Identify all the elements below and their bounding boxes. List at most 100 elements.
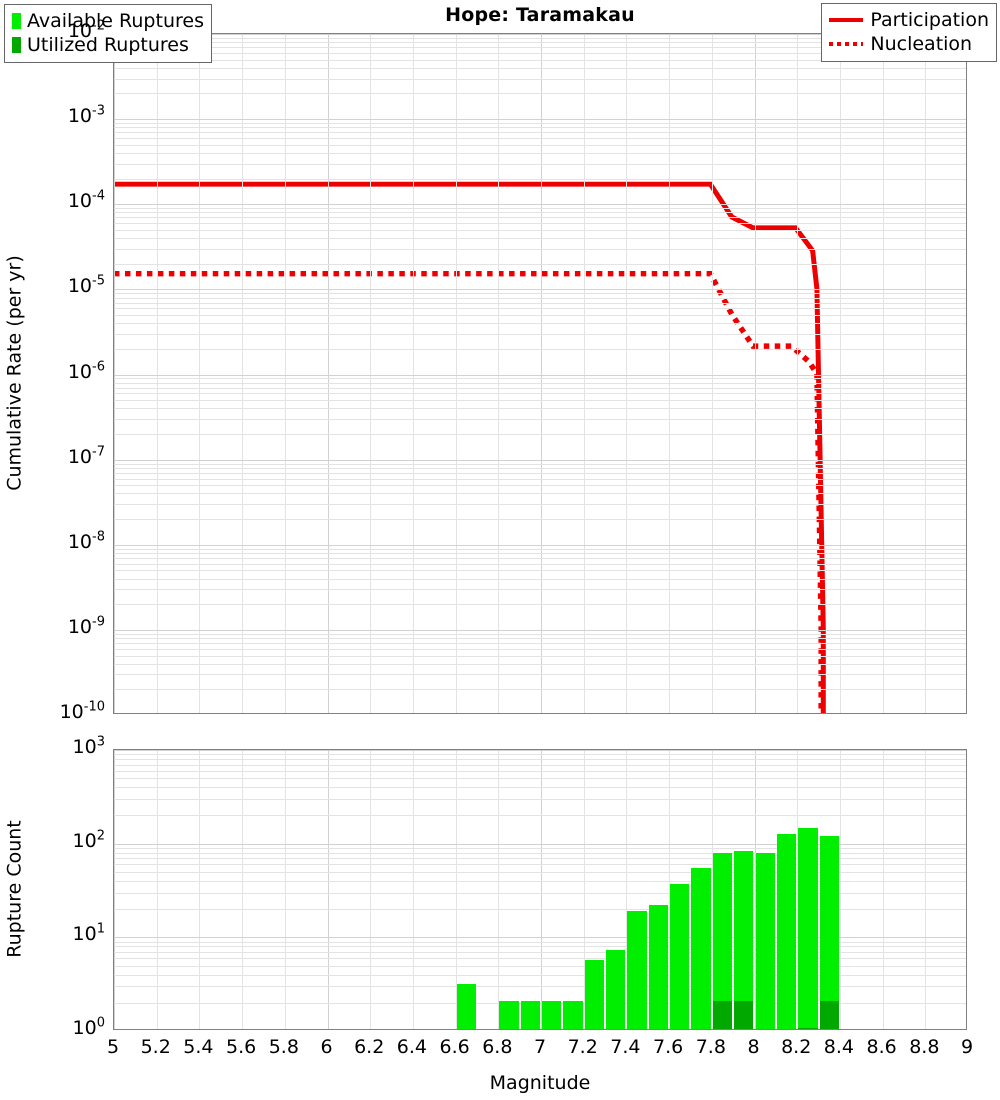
grid-line-horizontal <box>114 388 966 389</box>
bar-available-ruptures <box>734 851 754 1029</box>
grid-line-horizontal <box>114 400 966 401</box>
grid-line-vertical <box>712 750 713 1029</box>
grid-line-vertical <box>840 750 841 1029</box>
x-axis-tick-label: 6 <box>320 1036 333 1058</box>
grid-line-horizontal <box>114 958 966 959</box>
x-axis-tick-label: 5 <box>106 1036 120 1058</box>
x-axis-tick-label: 8.4 <box>823 1036 854 1058</box>
grid-line-horizontal <box>114 689 966 690</box>
x-axis-tick-label: 7.4 <box>610 1036 641 1058</box>
grid-line-vertical <box>242 34 243 713</box>
bar-available-ruptures <box>798 827 818 1029</box>
cumulative-rate-curves <box>114 181 826 713</box>
grid-line-horizontal <box>114 1003 966 1004</box>
y-axis-tick-label: 101 <box>72 922 105 946</box>
grid-line-horizontal <box>114 848 966 849</box>
top-chart-legend: Participation Nucleation <box>821 3 997 62</box>
grid-line-horizontal <box>114 308 966 309</box>
grid-line-horizontal <box>114 473 966 474</box>
bottom-chart-y-axis-label: Rupture Count <box>3 819 25 958</box>
legend-label-utilized-ruptures: Utilized Ruptures <box>27 34 189 56</box>
grid-line-horizontal <box>114 153 966 154</box>
y-axis-tick-label: 10-4 <box>67 188 105 213</box>
x-axis-tick-label: 5.4 <box>183 1036 214 1058</box>
grid-line-horizontal <box>114 289 966 290</box>
grid-line-vertical <box>584 750 585 1029</box>
grid-line-horizontal <box>114 38 966 39</box>
grid-line-vertical <box>498 750 499 1029</box>
grid-line-horizontal <box>114 799 966 800</box>
bar-utilized-ruptures <box>798 1028 818 1029</box>
y-axis-tick-label: 100 <box>72 1015 105 1039</box>
bar-available-ruptures <box>776 834 797 1029</box>
grid-line-horizontal <box>114 230 966 231</box>
grid-line-horizontal <box>114 434 966 435</box>
grid-line-horizontal <box>114 649 966 650</box>
grid-line-vertical <box>199 34 200 713</box>
grid-line-horizontal <box>114 479 966 480</box>
grid-line-vertical <box>114 750 115 1029</box>
x-axis-tick-label: 8.6 <box>866 1036 897 1058</box>
bar-available-ruptures <box>520 1000 540 1029</box>
grid-line-horizontal <box>114 966 966 967</box>
grid-line-horizontal <box>114 634 966 635</box>
bar-available-ruptures <box>627 911 647 1029</box>
grid-line-vertical <box>157 750 158 1029</box>
grid-line-horizontal <box>114 893 966 894</box>
bar-available-ruptures <box>691 867 711 1029</box>
y-axis-tick-label: 103 <box>72 734 105 758</box>
x-axis-tick-label: 7 <box>533 1036 547 1058</box>
bar-available-ruptures <box>456 984 476 1029</box>
y-axis-tick-label: 10-7 <box>67 444 105 468</box>
legend-label-participation: Participation <box>870 9 989 31</box>
grid-line-horizontal <box>114 858 966 859</box>
grid-line-vertical <box>883 34 884 713</box>
grid-line-vertical <box>285 34 286 713</box>
bar-available-ruptures <box>755 852 775 1029</box>
grid-line-vertical <box>541 34 542 713</box>
grid-line-horizontal <box>114 323 966 324</box>
bar-available-ruptures <box>712 852 733 1029</box>
legend-item-available-ruptures: Available Ruptures <box>12 9 204 33</box>
grid-line-horizontal <box>114 468 966 469</box>
grid-line-horizontal <box>114 952 966 953</box>
y-axis-tick-label: 10-9 <box>67 614 105 638</box>
x-axis-tick-label: 5.8 <box>268 1036 299 1058</box>
grid-line-vertical <box>456 34 457 713</box>
grid-line-horizontal <box>114 179 966 180</box>
grid-line-vertical <box>456 750 457 1029</box>
x-axis-label: Magnitude <box>489 1072 591 1094</box>
grid-line-horizontal <box>114 264 966 265</box>
grid-line-vertical <box>925 750 926 1029</box>
y-axis-tick-label: 10-6 <box>67 359 105 383</box>
grid-line-horizontal <box>114 864 966 865</box>
x-axis-tick-label: 5.6 <box>225 1036 257 1058</box>
curve-nucleation <box>114 270 824 713</box>
grid-line-horizontal <box>114 93 966 94</box>
grid-line-horizontal <box>114 375 966 376</box>
grid-line-vertical <box>797 750 798 1029</box>
bar-utilized-ruptures <box>734 1000 754 1029</box>
bar-available-ruptures <box>606 949 626 1029</box>
grid-line-horizontal <box>114 638 966 639</box>
grid-line-horizontal <box>114 942 966 943</box>
x-axis-tick-label: 7.8 <box>695 1036 726 1058</box>
grid-line-horizontal <box>114 315 966 316</box>
grid-line-vertical <box>669 750 670 1029</box>
grid-line-horizontal <box>114 545 966 546</box>
grid-line-vertical <box>285 750 286 1029</box>
grid-line-horizontal <box>114 119 966 120</box>
grid-line-horizontal <box>114 223 966 224</box>
x-axis-tick-label: 5.2 <box>140 1036 171 1058</box>
bar-available-ruptures <box>648 905 669 1029</box>
grid-line-horizontal <box>114 558 966 559</box>
bar-utilized-ruptures <box>819 1000 839 1029</box>
grid-line-horizontal <box>114 881 966 882</box>
legend-label-available-ruptures: Available Ruptures <box>27 10 204 32</box>
bottom-chart-legend: Available Ruptures Utilized Ruptures <box>4 4 212 63</box>
grid-line-vertical <box>883 750 884 1029</box>
grid-line-horizontal <box>114 42 966 43</box>
grid-line-horizontal <box>114 986 966 987</box>
bar-available-ruptures <box>670 884 690 1029</box>
grid-line-horizontal <box>114 383 966 384</box>
